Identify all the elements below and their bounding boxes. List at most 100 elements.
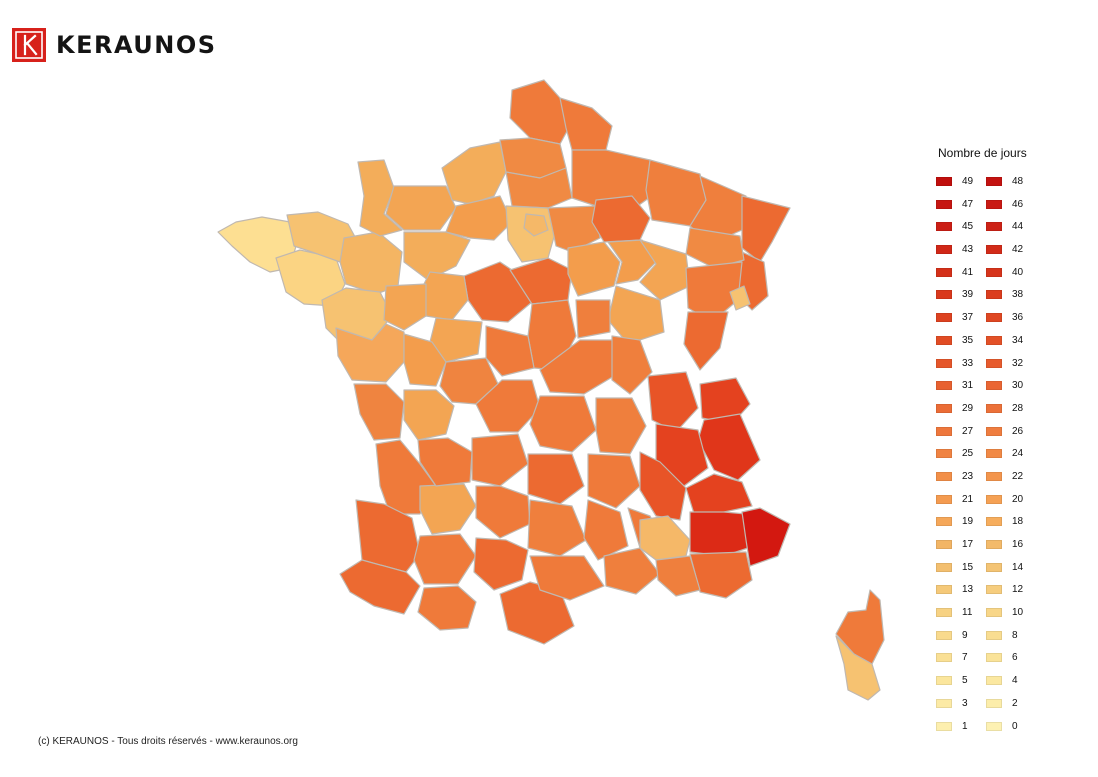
legend-value: 14 [1012, 561, 1024, 573]
legend-swatch [936, 449, 952, 459]
department-region[interactable] [473, 537, 529, 591]
legend-swatch [986, 585, 1002, 595]
department-region[interactable] [741, 195, 791, 263]
department-region[interactable] [357, 159, 403, 237]
department-region[interactable] [403, 389, 455, 441]
department-region[interactable] [583, 499, 629, 561]
legend-swatch [936, 540, 952, 549]
department-region[interactable] [523, 213, 549, 237]
department-region[interactable] [697, 413, 761, 481]
department-region[interactable] [689, 551, 753, 599]
legend-item: 2 [980, 696, 1030, 711]
department-region[interactable] [741, 507, 791, 567]
department-region[interactable] [611, 335, 653, 395]
legend-swatch [986, 630, 1002, 640]
department-region[interactable] [413, 533, 477, 585]
department-region[interactable] [475, 485, 531, 539]
legend-grid: 49 48 47 46 45 44 43 42 41 40 39 38 37 36 35 34 33 32 31 30… [930, 174, 1040, 734]
department-region[interactable] [529, 555, 605, 601]
legend-item: 40 [980, 265, 1030, 280]
legend-item: 3 [930, 696, 980, 711]
department-region[interactable] [571, 149, 661, 211]
legend-item: 24 [980, 446, 1030, 461]
legend-swatch [936, 267, 952, 277]
department-region[interactable] [339, 231, 403, 295]
legend-item: 16 [980, 537, 1030, 552]
legend-swatch [936, 494, 952, 504]
department-region[interactable] [419, 271, 469, 321]
legend-item: 46 [980, 197, 1030, 212]
department-region[interactable] [575, 299, 611, 339]
department-region[interactable] [383, 283, 427, 331]
legend-value: 7 [962, 652, 968, 664]
department-region[interactable] [689, 511, 749, 557]
department-region[interactable] [385, 185, 457, 231]
department-region[interactable] [587, 453, 641, 509]
legend-swatch [986, 403, 1002, 413]
department-region[interactable] [509, 257, 573, 305]
legend-value: 45 [962, 221, 974, 233]
department-region[interactable] [685, 261, 743, 323]
legend-item: 5 [930, 673, 980, 688]
department-region[interactable] [527, 453, 585, 505]
legend-item: 42 [980, 242, 1030, 257]
department-region[interactable] [567, 241, 621, 297]
department-region[interactable] [655, 555, 701, 597]
legend-value: 30 [1012, 380, 1024, 392]
department-region[interactable] [417, 585, 477, 631]
legend-value: 49 [962, 176, 974, 187]
legend-item: 21 [930, 492, 980, 507]
legend-value: 37 [962, 312, 974, 324]
department-region[interactable] [647, 371, 699, 433]
department-region[interactable] [835, 635, 881, 701]
legend-item: 25 [930, 446, 980, 461]
legend-value: 36 [1012, 312, 1024, 324]
legend-swatch [986, 177, 1002, 186]
legend-item: 17 [930, 537, 980, 552]
legend-swatch [986, 540, 1002, 549]
legend-item: 49 [930, 174, 980, 189]
legend-swatch [986, 494, 1002, 504]
map-legend: Nombre de jours 49 48 47 46 45 44 43 42 41 40 39 38… [930, 146, 1040, 734]
department-region[interactable] [499, 581, 575, 645]
department-region[interactable] [419, 483, 477, 535]
legend-swatch [936, 245, 952, 255]
legend-value: 44 [1012, 221, 1024, 233]
department-region[interactable] [639, 451, 687, 521]
department-region[interactable] [445, 195, 513, 241]
legend-item: 7 [930, 650, 980, 665]
legend-item: 22 [980, 469, 1030, 484]
department-region[interactable] [595, 397, 647, 455]
department-region[interactable] [685, 227, 745, 269]
department-region[interactable] [559, 97, 613, 151]
brand-name: KERAUNOS [56, 31, 217, 59]
legend-value: 28 [1012, 402, 1024, 414]
department-region[interactable] [603, 547, 661, 595]
legend-item: 44 [980, 219, 1030, 234]
department-region[interactable] [683, 311, 729, 371]
department-region[interactable] [527, 499, 587, 557]
legend-swatch [986, 426, 1002, 436]
department-region[interactable] [509, 79, 573, 145]
legend-item: 29 [930, 401, 980, 416]
department-region[interactable] [429, 317, 483, 363]
department-region[interactable] [639, 515, 691, 561]
department-region[interactable] [471, 433, 529, 487]
legend-item: 34 [980, 333, 1030, 348]
legend-item: 18 [980, 514, 1030, 529]
legend-value: 17 [962, 539, 974, 550]
legend-item: 14 [980, 560, 1030, 575]
department-region[interactable] [699, 377, 751, 425]
department-region[interactable] [403, 333, 447, 387]
department-region[interactable] [529, 395, 597, 453]
department-region[interactable] [441, 141, 507, 205]
legend-value: 12 [1012, 584, 1024, 596]
legend-value: 29 [962, 402, 974, 414]
legend-swatch [936, 517, 952, 527]
department-region[interactable] [485, 325, 535, 377]
department-region[interactable] [339, 559, 421, 615]
department-region[interactable] [353, 383, 405, 441]
department-region[interactable] [403, 231, 471, 281]
department-region[interactable] [729, 285, 751, 311]
department-region[interactable] [417, 437, 473, 487]
